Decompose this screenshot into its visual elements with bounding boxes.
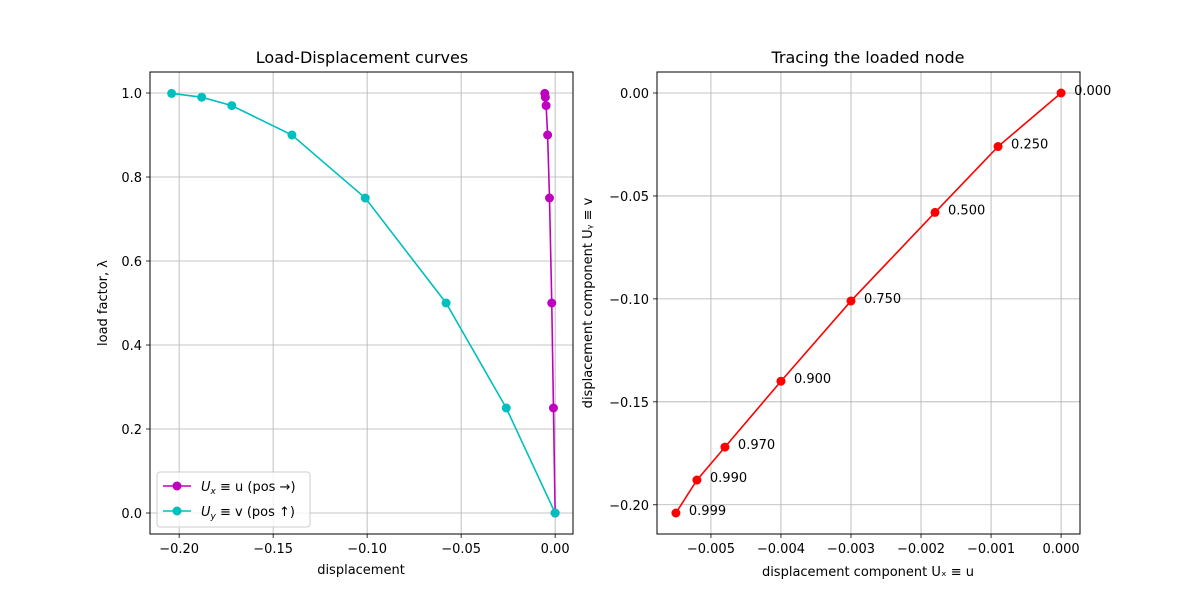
left-series <box>167 88 560 518</box>
y-tick-label: 0.00 <box>620 87 649 102</box>
data-point <box>550 508 560 518</box>
data-point <box>441 298 451 308</box>
left-x-axis-title: displacement <box>317 563 405 578</box>
y-tick-label: 0.6 <box>121 255 142 270</box>
data-point <box>540 88 550 98</box>
loaded-node-trace-chart: Tracing the loaded node 0.0000.2500.5000… <box>581 48 1111 580</box>
y-tick-label: −0.15 <box>609 396 649 411</box>
data-point <box>501 403 511 413</box>
point-label: 0.900 <box>794 372 831 387</box>
x-tick-label: 0.000 <box>1042 542 1079 557</box>
x-tick-label: 0.00 <box>541 542 570 557</box>
right-series: 0.000 0.250 0.500 0.750 0.900 0.970 0.990 0.999 <box>671 84 1111 519</box>
data-point <box>671 508 681 518</box>
data-point <box>846 296 856 306</box>
legend-entry-ux: Ux ≡ u (pos →) <box>163 480 296 497</box>
right-y-axis-title: displacement component Uᵧ ≡ v <box>581 197 596 408</box>
data-point <box>167 88 177 98</box>
y-tick-label: −0.20 <box>609 499 649 514</box>
legend-marker-ux <box>172 481 182 491</box>
point-label: 0.750 <box>864 292 901 307</box>
x-tick-label: −0.05 <box>441 542 481 557</box>
x-tick-label: −0.002 <box>897 542 945 557</box>
legend: Ux ≡ u (pos →) Uy ≡ v (pos ↑) <box>156 471 311 528</box>
data-point <box>548 403 558 413</box>
legend-label-ux: Ux ≡ u (pos →) <box>201 480 296 497</box>
point-label: 0.990 <box>710 471 747 486</box>
data-point <box>776 376 786 386</box>
point-label: 0.500 <box>948 203 985 218</box>
x-tick-label: −0.003 <box>827 542 875 557</box>
legend-entry-uy: Uy ≡ v (pos ↑) <box>163 505 295 522</box>
point-label: 0.970 <box>738 438 775 453</box>
data-point <box>541 101 551 111</box>
x-tick-label: −0.20 <box>159 542 199 557</box>
legend-box <box>156 471 311 528</box>
y-tick-label: 0.2 <box>121 423 142 438</box>
data-point <box>545 193 554 203</box>
data-point <box>720 442 730 452</box>
y-tick-label: 0.8 <box>121 171 142 186</box>
x-tick-label: −0.15 <box>253 542 293 557</box>
data-point <box>692 475 702 485</box>
y-tick-label: 1.0 <box>121 87 142 102</box>
data-point <box>197 92 207 102</box>
left-ticks: −0.20 −0.15 −0.10 −0.05 0.00 0.0 0.2 0.4 0.6 0.8 1… <box>121 87 569 557</box>
right-plot-area <box>657 72 1080 534</box>
right-chart-title: Tracing the loaded node <box>771 48 965 67</box>
x-tick-label: −0.004 <box>757 542 805 557</box>
left-plot-frame <box>149 71 574 535</box>
x-tick-label: −0.10 <box>347 542 387 557</box>
data-point <box>547 298 557 308</box>
data-point <box>227 101 237 111</box>
left-grid <box>150 72 573 534</box>
series-line-1 <box>171 92 556 514</box>
right-ticks: −0.005 −0.004 −0.003 −0.002 −0.001 0.000 0.00 −… <box>609 87 1080 557</box>
legend-marker-uy <box>172 506 182 516</box>
point-label: 0.000 <box>1074 84 1111 99</box>
load-displacement-chart: Load-Displacement curves −0.20 −0.15 −0.10… <box>96 48 574 578</box>
right-plot-frame <box>656 71 1081 535</box>
data-point <box>930 207 940 217</box>
y-tick-label: −0.10 <box>609 293 649 308</box>
data-point <box>1056 88 1066 98</box>
x-tick-label: −0.001 <box>967 542 1015 557</box>
data-point <box>993 142 1003 152</box>
y-tick-label: 0.4 <box>121 339 142 354</box>
data-point <box>360 193 370 203</box>
y-tick-label: −0.05 <box>609 190 649 205</box>
left-plot-area <box>150 72 573 534</box>
y-tick-label: 0.0 <box>121 507 142 522</box>
left-chart-title: Load-Displacement curves <box>256 48 468 67</box>
point-label: 0.999 <box>689 504 726 519</box>
x-tick-label: −0.005 <box>687 542 735 557</box>
data-point <box>543 130 553 140</box>
point-label: 0.250 <box>1011 138 1048 153</box>
data-point <box>287 130 297 140</box>
series-line-0 <box>675 92 1062 514</box>
right-x-axis-title: displacement component Uₓ ≡ u <box>762 565 974 580</box>
legend-label-uy: Uy ≡ v (pos ↑) <box>201 505 295 522</box>
left-y-axis-title: load factor, λ <box>96 260 111 346</box>
